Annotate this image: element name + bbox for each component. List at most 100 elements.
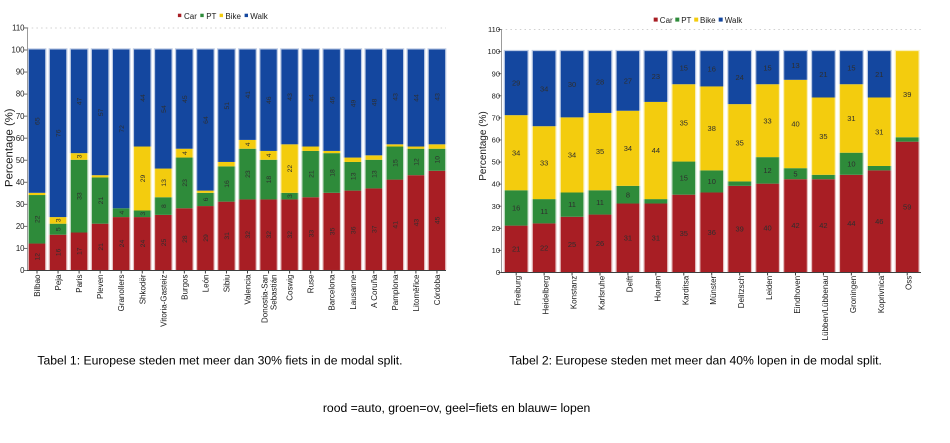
svg-text:Karlsruhe: Karlsruhe: [597, 275, 606, 310]
svg-text:23: 23: [245, 170, 252, 178]
svg-text:Percentage (%): Percentage (%): [3, 108, 15, 187]
svg-text:Paris: Paris: [75, 275, 84, 293]
svg-text:15: 15: [847, 63, 855, 72]
svg-text:33: 33: [540, 158, 548, 167]
svg-text:16: 16: [512, 204, 520, 213]
svg-text:18: 18: [329, 169, 336, 177]
svg-text:31: 31: [847, 114, 855, 123]
svg-text:3: 3: [56, 218, 63, 222]
svg-text:35: 35: [596, 147, 604, 156]
svg-text:28: 28: [596, 78, 604, 87]
svg-text:50: 50: [16, 156, 25, 165]
svg-text:Tabel 1: Europese steden met m: Tabel 1: Europese steden met meer dan 30…: [37, 354, 402, 368]
svg-text:Delft: Delft: [625, 275, 634, 292]
svg-text:4: 4: [266, 153, 273, 157]
svg-text:59: 59: [903, 202, 911, 211]
svg-text:39: 39: [903, 90, 911, 99]
svg-text:32: 32: [245, 231, 252, 239]
svg-text:44: 44: [140, 94, 147, 102]
svg-text:35: 35: [680, 229, 688, 238]
svg-text:Karditsa: Karditsa: [681, 275, 690, 305]
svg-text:38: 38: [708, 124, 716, 133]
svg-text:64: 64: [203, 116, 210, 124]
svg-text:44: 44: [308, 94, 315, 102]
svg-text:10: 10: [492, 246, 500, 255]
svg-text:20: 20: [492, 224, 500, 233]
svg-text:Heidelberg: Heidelberg: [542, 276, 551, 315]
svg-text:Lübben/Lübbenau: Lübben/Lübbenau: [821, 276, 830, 341]
svg-text:44: 44: [847, 219, 855, 228]
svg-text:41: 41: [392, 221, 399, 229]
svg-text:3: 3: [287, 194, 294, 198]
svg-text:72: 72: [119, 125, 126, 133]
svg-text:32: 32: [287, 231, 294, 239]
svg-text:Percentage (%): Percentage (%): [478, 111, 489, 180]
svg-text:8: 8: [626, 190, 630, 199]
svg-text:Houten: Houten: [653, 276, 662, 302]
svg-text:Walk: Walk: [250, 12, 268, 21]
svg-text:43: 43: [392, 93, 399, 101]
svg-text:11: 11: [596, 198, 604, 207]
svg-text:22: 22: [287, 165, 294, 173]
svg-text:76: 76: [56, 129, 63, 137]
svg-text:21: 21: [875, 70, 883, 79]
svg-text:30: 30: [492, 202, 500, 211]
svg-text:35: 35: [680, 118, 688, 127]
svg-text:65: 65: [35, 117, 42, 125]
svg-text:48: 48: [371, 98, 378, 106]
svg-text:70: 70: [16, 112, 25, 121]
svg-text:40: 40: [791, 120, 799, 129]
svg-text:12: 12: [414, 158, 421, 166]
svg-text:Tabel 2: Europese steden met m: Tabel 2: Europese steden met meer dan 40…: [509, 354, 882, 368]
svg-text:23: 23: [182, 179, 189, 187]
svg-text:23: 23: [652, 72, 660, 81]
svg-text:Peja: Peja: [54, 274, 63, 291]
svg-text:León: León: [201, 275, 210, 293]
svg-text:Groningen: Groningen: [849, 276, 858, 313]
svg-text:Eindhoven: Eindhoven: [793, 276, 802, 314]
svg-text:42: 42: [791, 221, 799, 230]
svg-text:110: 110: [12, 24, 25, 33]
svg-text:3: 3: [77, 154, 84, 158]
svg-text:90: 90: [492, 69, 500, 78]
svg-text:10: 10: [708, 177, 716, 186]
svg-text:80: 80: [492, 91, 500, 100]
svg-text:26: 26: [596, 239, 604, 248]
svg-text:12: 12: [763, 166, 771, 175]
svg-text:20: 20: [16, 222, 25, 231]
svg-text:28: 28: [182, 235, 189, 243]
svg-text:10: 10: [435, 156, 442, 164]
svg-text:13: 13: [161, 179, 168, 187]
svg-text:Coswig: Coswig: [286, 275, 295, 301]
svg-text:25: 25: [161, 238, 168, 246]
svg-text:Lausanne: Lausanne: [349, 274, 358, 310]
svg-text:PT: PT: [681, 16, 691, 25]
svg-text:Donostia-San: Donostia-San: [261, 275, 270, 323]
svg-text:29: 29: [512, 79, 520, 88]
svg-text:110: 110: [488, 25, 500, 34]
svg-text:Walk: Walk: [725, 16, 743, 25]
svg-text:30: 30: [16, 200, 25, 209]
svg-text:15: 15: [680, 174, 688, 183]
svg-text:16: 16: [56, 248, 63, 256]
svg-text:33: 33: [308, 230, 315, 238]
svg-text:4: 4: [245, 142, 252, 146]
svg-text:36: 36: [708, 228, 716, 237]
svg-text:Pamplona: Pamplona: [391, 274, 400, 311]
svg-text:rood =auto, groen=ov, geel=fie: rood =auto, groen=ov, geel=fiets en blau…: [323, 401, 590, 415]
svg-text:34: 34: [568, 151, 576, 160]
svg-text:PT: PT: [206, 12, 216, 21]
svg-text:0: 0: [496, 268, 500, 277]
svg-text:22: 22: [540, 243, 548, 252]
svg-text:30: 30: [568, 80, 576, 89]
svg-text:31: 31: [624, 233, 632, 242]
svg-text:21: 21: [98, 197, 105, 205]
svg-text:33: 33: [77, 192, 84, 200]
svg-text:40: 40: [16, 178, 25, 187]
svg-text:Sibiu: Sibiu: [222, 275, 231, 293]
svg-text:24: 24: [735, 73, 743, 82]
svg-text:34: 34: [624, 144, 632, 153]
svg-text:Vitoria-Gasteiz: Vitoria-Gasteiz: [159, 275, 168, 327]
svg-text:0: 0: [20, 266, 25, 275]
svg-text:90: 90: [16, 68, 25, 77]
